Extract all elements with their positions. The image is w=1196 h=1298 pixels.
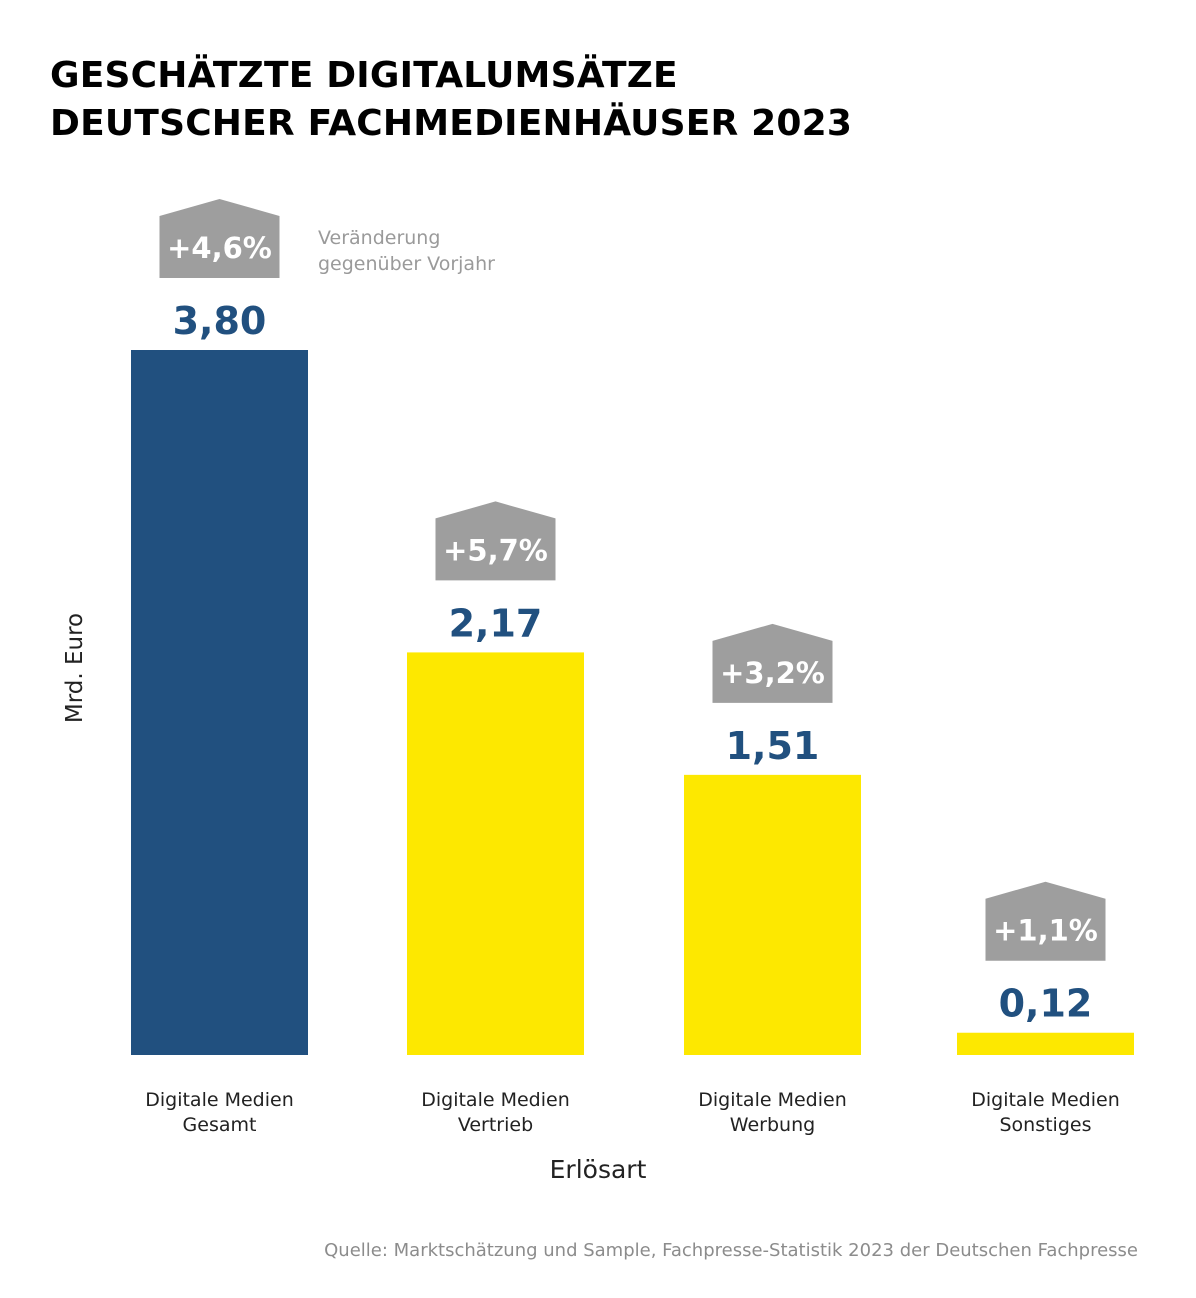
change-badge: [159, 199, 280, 278]
x-axis-label: Erlösart: [550, 1155, 647, 1184]
x-tick-label: Gesamt: [183, 1114, 257, 1136]
x-tick-label: Vertrieb: [458, 1114, 533, 1136]
x-tick-label: Sonstiges: [999, 1114, 1091, 1136]
change-label: +5,7%: [443, 533, 548, 567]
value-label: 2,17: [449, 601, 543, 645]
bar: [407, 652, 584, 1055]
value-label: 0,12: [999, 982, 1093, 1026]
change-badge: [435, 501, 556, 581]
legend-text: Veränderung: [318, 227, 440, 249]
change-label: +4,6%: [167, 231, 272, 265]
bar-chart: 3,80 +4,6% Digitale Medien Gesamt 2,17 +5,7% D…: [62, 199, 1134, 1184]
x-tick-label: Digitale Medien: [145, 1089, 294, 1111]
source-note: Quelle: Marktschätzung und Sample, Fachp…: [324, 1240, 1138, 1261]
value-label: 1,51: [726, 724, 820, 768]
chart-title-line-2: DEUTSCHER FACHMEDIENHÄUSER 2023: [50, 103, 853, 144]
change-badge: [712, 623, 833, 703]
x-tick-label: Digitale Medien: [421, 1089, 570, 1111]
x-tick-label: Werbung: [730, 1114, 815, 1136]
x-tick-label: Digitale Medien: [971, 1089, 1120, 1111]
change-label: +3,2%: [720, 656, 825, 690]
y-axis-label: Mrd. Euro: [62, 613, 88, 723]
legend-text: gegenüber Vorjahr: [318, 253, 495, 275]
value-label: 3,80: [173, 299, 267, 343]
chart-title: GESCHÄTZTE DIGITALUMSÄTZE DEUTSCHER FACH…: [50, 52, 852, 148]
chart-title-line-1: GESCHÄTZTE DIGITALUMSÄTZE: [50, 55, 678, 96]
bar: [131, 350, 308, 1055]
x-tick-label: Digitale Medien: [698, 1089, 847, 1111]
change-label: +1,1%: [993, 914, 1098, 948]
change-badge: [985, 881, 1106, 961]
bar: [957, 1032, 1134, 1055]
bar: [684, 774, 861, 1055]
